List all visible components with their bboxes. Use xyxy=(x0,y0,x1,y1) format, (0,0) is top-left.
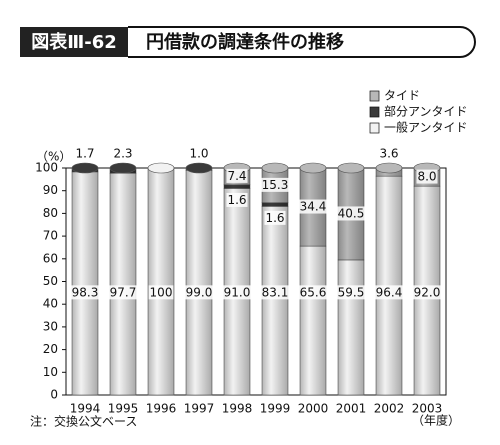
value-label: 1.6 xyxy=(265,211,284,225)
figure-number: 図表Ⅲ-62 xyxy=(31,31,117,53)
x-tick-label: 1994 xyxy=(70,402,101,416)
value-label: 91.0 xyxy=(224,285,251,299)
x-tick-label: 2002 xyxy=(374,402,405,416)
value-label-bg xyxy=(298,285,328,300)
bar-shade xyxy=(262,168,288,395)
y-tick-label: 90 xyxy=(43,183,58,197)
bar-top xyxy=(109,162,137,174)
y-tick-label: 0 xyxy=(50,388,58,402)
bar-shade xyxy=(414,168,440,395)
bar-top xyxy=(261,162,289,174)
bar-top xyxy=(299,162,327,174)
value-label: 1.7 xyxy=(75,147,94,161)
bar-top xyxy=(375,162,403,174)
chart-title: 円借款の調達条件の推移 xyxy=(146,31,344,53)
y-tick-label: 70 xyxy=(43,229,58,243)
value-label: 100 xyxy=(150,285,173,299)
x-tick-label: 2000 xyxy=(298,402,329,416)
x-tick-label: 1997 xyxy=(184,402,215,416)
title-frame xyxy=(128,26,476,58)
bar-shade xyxy=(376,168,402,395)
y-tick-label: 40 xyxy=(43,297,58,311)
bar-top xyxy=(337,162,365,174)
y-tick-label: 20 xyxy=(43,342,58,356)
value-label-bg xyxy=(148,285,174,300)
y-tick-label: 60 xyxy=(43,251,58,265)
value-label: 96.4 xyxy=(376,285,403,299)
bar-shade xyxy=(110,168,136,395)
value-label: 40.5 xyxy=(338,206,365,220)
value-label: 1.0 xyxy=(189,147,208,161)
value-label-bg xyxy=(184,285,214,300)
bar-shade xyxy=(72,168,98,395)
bar-shade xyxy=(338,168,364,395)
legend-swatch xyxy=(369,122,380,134)
x-tick-label: 1996 xyxy=(146,402,177,416)
value-label-bg xyxy=(70,285,100,300)
x-tick-label: 2001 xyxy=(336,402,367,416)
y-tick-label: 100 xyxy=(35,161,58,175)
legend-label: 一般アンタイド xyxy=(384,120,468,135)
y-tick-label: 80 xyxy=(43,206,58,220)
value-label-bg xyxy=(336,206,366,221)
value-label: 65.6 xyxy=(300,285,327,299)
value-label-bg xyxy=(226,168,248,183)
value-label-bg xyxy=(374,285,404,300)
figure-number-box xyxy=(20,27,128,57)
x-tick-label: 1998 xyxy=(222,402,253,416)
y-axis-label: （%） xyxy=(36,150,71,164)
legend-swatch xyxy=(369,106,380,118)
value-label-bg xyxy=(336,285,366,300)
value-label: 83.1 xyxy=(262,285,289,299)
value-label: 7.4 xyxy=(227,169,246,183)
value-label: 3.6 xyxy=(379,147,398,161)
bar-top xyxy=(185,162,213,174)
bar-shade xyxy=(148,168,174,395)
value-label: 92.0 xyxy=(414,285,441,299)
y-tick-label: 30 xyxy=(43,319,58,333)
value-label-bg xyxy=(412,285,442,300)
legend-label: タイド xyxy=(384,89,420,103)
value-label-bg xyxy=(108,285,138,300)
value-label-bg xyxy=(416,169,438,184)
y-tick-label: 50 xyxy=(43,274,58,288)
bar-top xyxy=(147,162,175,174)
value-label: 8.0 xyxy=(417,170,436,184)
y-tick-label: 10 xyxy=(43,365,58,379)
bar-top xyxy=(71,162,99,174)
x-tick-label: 2003 xyxy=(412,402,443,416)
value-label: 15.3 xyxy=(262,178,289,192)
x-axis-label: （年度） xyxy=(412,413,460,428)
bar-shade xyxy=(186,168,212,395)
value-label: 99.0 xyxy=(186,285,213,299)
value-label-bg xyxy=(222,285,252,300)
value-label: 34.4 xyxy=(300,200,327,214)
value-label: 97.7 xyxy=(110,285,137,299)
value-label-bg xyxy=(260,177,290,192)
value-label-bg xyxy=(226,192,248,207)
legend-label: 部分アンタイド xyxy=(384,104,468,119)
x-tick-label: 1995 xyxy=(108,402,139,416)
value-label-bg xyxy=(264,210,286,225)
x-tick-label: 1999 xyxy=(260,402,291,416)
value-label: 1.6 xyxy=(227,193,246,207)
value-label: 98.3 xyxy=(72,285,99,299)
value-label: 2.3 xyxy=(113,147,132,161)
value-label: 59.5 xyxy=(338,285,365,299)
legend-swatch xyxy=(369,90,380,102)
value-label-bg xyxy=(298,199,328,214)
value-label-bg xyxy=(260,285,290,300)
note: 注：交換公文ベース xyxy=(30,414,137,429)
